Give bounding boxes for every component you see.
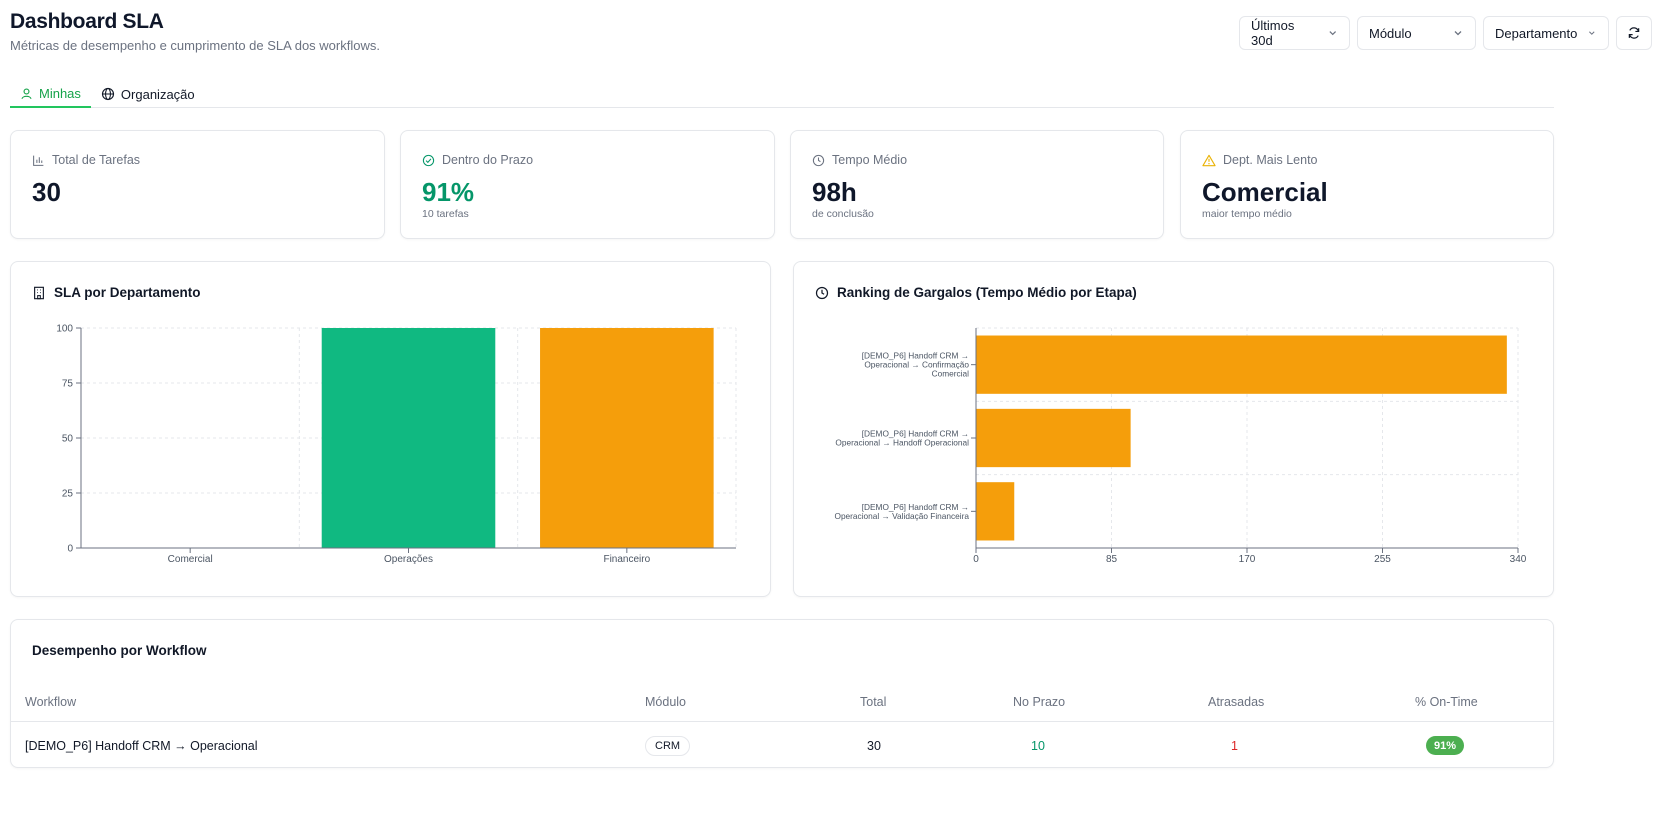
kpi-value: 30: [32, 177, 61, 207]
x-tick-label: Operações: [384, 554, 433, 565]
module-select[interactable]: Módulo: [1357, 16, 1476, 50]
y-tick-label: 50: [62, 434, 74, 445]
kpi-card-total: Total de Tarefas 30: [10, 130, 385, 239]
filter-controls: Últimos 30d Módulo Departamento: [1239, 16, 1652, 50]
tab-organizacao-label: Organização: [120, 86, 195, 102]
y-tick-label: 75: [62, 379, 74, 390]
y-tick-label: 100: [56, 324, 73, 335]
kpi-card-on-time: Dentro do Prazo 91% 10 tarefas: [400, 130, 775, 239]
column-header: % On-Time: [1415, 695, 1478, 709]
late-cell: 1: [1231, 739, 1238, 753]
bar-financeiro: [540, 328, 714, 548]
y-tick-label: [DEMO_P6] Handoff CRM → Operacional → Con…: [862, 351, 970, 379]
column-header: No Prazo: [1013, 695, 1066, 709]
globe-icon: [101, 87, 115, 101]
sla-department-chart: 0 25 50 75 100 Comercial Operações Financeiro: [56, 324, 737, 565]
x-tick-label: 0: [973, 554, 979, 565]
period-select-value: Últimos 30d: [1251, 18, 1295, 48]
tab-bar: Minhas Organização: [10, 80, 1554, 108]
x-tick-label: 255: [1374, 554, 1391, 565]
chevron-down-icon: [1589, 31, 1595, 35]
refresh-icon: [1628, 27, 1640, 39]
column-header: Atrasadas: [1208, 695, 1265, 709]
y-tick-label-line: [DEMO_P6] Handoff CRM →: [862, 502, 969, 512]
kpi-label: Dept. Mais Lento: [1223, 153, 1318, 167]
y-tick-label: 0: [67, 544, 73, 555]
kpi-value: Comercial: [1202, 177, 1328, 207]
y-tick-label-line: [DEMO_P6] Handoff CRM →: [862, 351, 969, 361]
x-tick-label: Financeiro: [603, 554, 650, 565]
x-tick-label: 170: [1239, 554, 1256, 565]
tab-organizacao[interactable]: Organização: [91, 80, 205, 108]
x-tick-label: 85: [1106, 554, 1118, 565]
x-tick-label: 340: [1510, 554, 1527, 565]
kpi-value: 98h: [812, 177, 857, 207]
kpi-label: Total de Tarefas: [52, 153, 141, 167]
y-tick-label-line: Operacional → Validação Financeira: [834, 511, 969, 521]
module-select-value: Módulo: [1369, 25, 1412, 41]
sla-by-department-panel: SLA por Departamento 0 25 50 75 100 Comercial…: [10, 261, 771, 597]
bar-stage-1: [976, 335, 1507, 394]
x-tick-label: Comercial: [168, 554, 213, 565]
kpi-label: Dentro do Prazo: [442, 153, 534, 167]
bottleneck-chart: 0 85 170 255 340[DEMO_P6] Handoff CRM → Opera…: [834, 327, 1527, 565]
kpi-sub: 10 tarefas: [422, 208, 469, 220]
workflow-cell: [DEMO_P6] Handoff CRM → Operacional: [25, 739, 258, 753]
warning-icon: [1202, 154, 1216, 166]
tab-minhas[interactable]: Minhas: [10, 80, 91, 108]
column-header: Módulo: [645, 695, 686, 709]
department-select-value: Departamento: [1495, 25, 1578, 41]
total-cell: 30: [867, 739, 881, 753]
kpi-card-slowest-dept: Dept. Mais Lento Comercial maior tempo m…: [1180, 130, 1554, 239]
kpi-sub: maior tempo médio: [1202, 208, 1292, 220]
table-title: Desempenho por Workflow: [32, 643, 207, 658]
period-select[interactable]: Últimos 30d: [1239, 16, 1350, 50]
table-divider: [11, 721, 1553, 722]
column-header: Total: [860, 695, 887, 709]
check-circle-icon: [422, 154, 435, 166]
kpi-sub: de conclusão: [812, 208, 874, 220]
kpi-card-avg-time: Tempo Médio 98h de conclusão: [790, 130, 1164, 239]
tab-minhas-label: Minhas: [39, 85, 81, 101]
y-tick-label-line: Operacional → Handoff Operacional: [835, 438, 969, 448]
y-tick-label-line: Operacional → Confirmação: [864, 360, 969, 370]
chart-title: Ranking de Gargalos (Tempo Médio por Eta…: [837, 285, 1137, 300]
kpi-value: 91%: [422, 177, 475, 207]
y-tick-label: [DEMO_P6] Handoff CRM → Operacional → Han…: [835, 429, 969, 448]
department-select[interactable]: Departamento: [1483, 16, 1609, 50]
chart-title: SLA por Departamento: [54, 285, 201, 300]
page-header: Dashboard SLA Métricas de desempenho e c…: [10, 10, 380, 53]
y-tick-label-line: Comercial: [932, 369, 970, 379]
bottleneck-ranking-panel: Ranking de Gargalos (Tempo Médio por Eta…: [793, 261, 1554, 597]
clock-icon: [815, 286, 829, 299]
module-badge: CRM: [645, 736, 691, 756]
column-header: Workflow: [25, 695, 77, 709]
page-title: Dashboard SLA: [10, 10, 164, 33]
on-time-pct-badge: 91%: [1426, 736, 1465, 755]
page-subtitle: Métricas de desempenho e cumprimento de …: [10, 38, 380, 53]
kpi-label: Tempo Médio: [832, 153, 908, 167]
building-icon: [34, 286, 44, 299]
y-tick-label: [DEMO_P6] Handoff CRM → Operacional → Val…: [834, 502, 969, 521]
on-time-cell: 10: [1031, 739, 1045, 753]
y-tick-label: 25: [62, 489, 74, 500]
workflow-performance-panel: Desempenho por Workflow Workflow Módulo …: [10, 619, 1554, 768]
chevron-down-icon: [1454, 31, 1462, 36]
y-tick-label-line: [DEMO_P6] Handoff CRM →: [862, 429, 969, 439]
user-icon: [21, 87, 32, 99]
refresh-button[interactable]: [1616, 16, 1652, 50]
clock-icon: [812, 154, 825, 166]
bar-chart-icon: [33, 155, 44, 166]
bar-stage-3: [976, 482, 1015, 541]
chevron-down-icon: [1328, 31, 1336, 36]
bar-stage-2: [976, 408, 1131, 468]
bar-operações: [321, 328, 496, 548]
